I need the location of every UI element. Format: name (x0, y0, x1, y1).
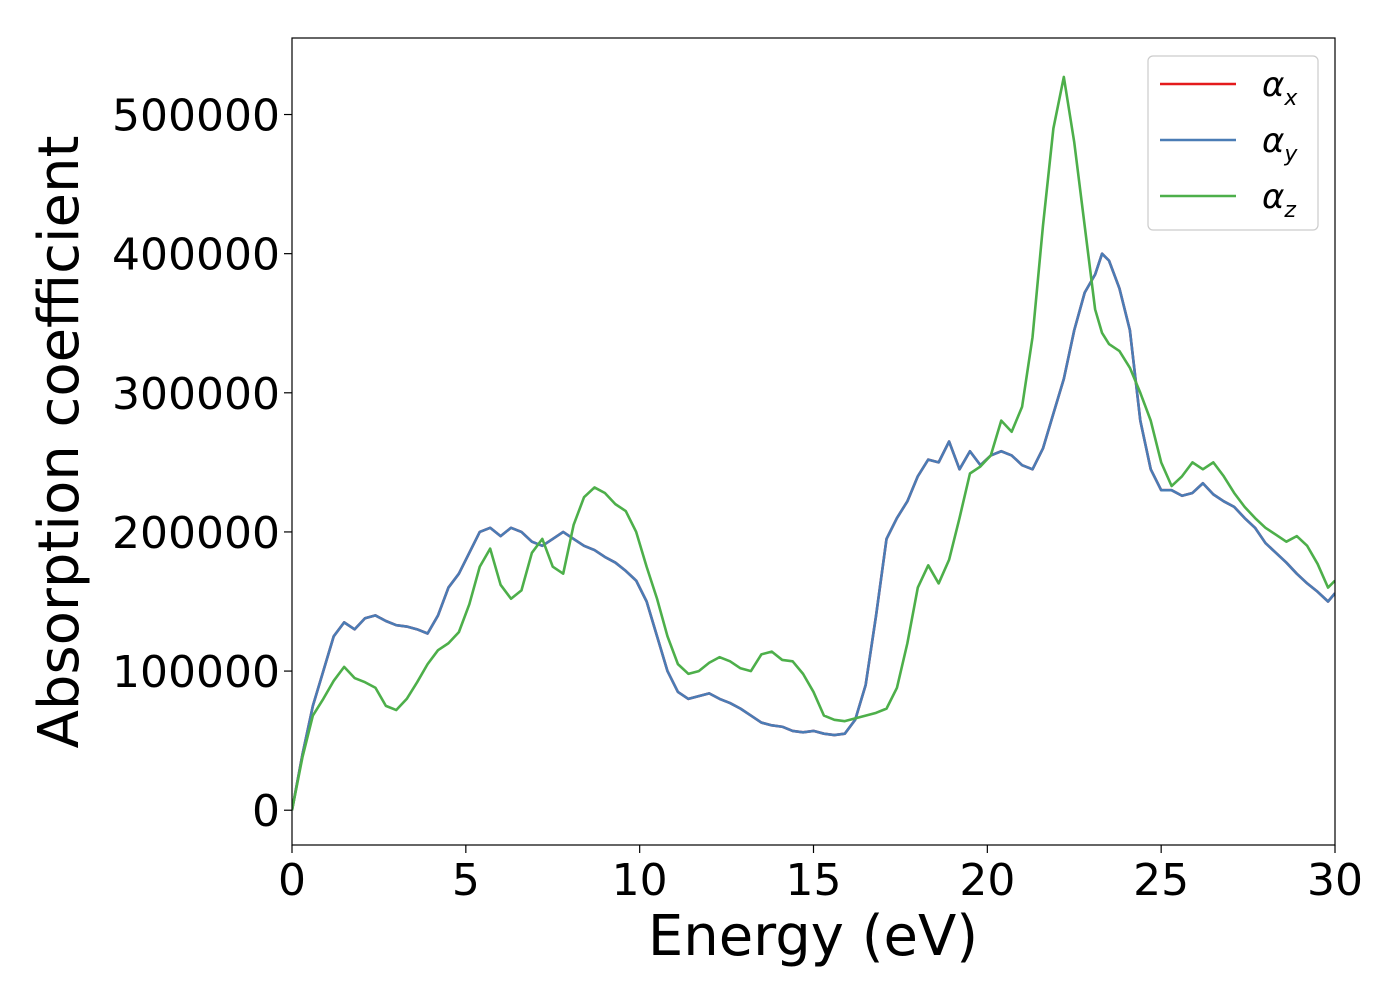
legend-box (1147, 55, 1319, 231)
series-line-y (292, 252, 1335, 811)
x-axis: 0 5 10 15 20 25 30 (278, 845, 1363, 906)
y-tick-label: 300000 (112, 369, 280, 420)
legend-label-x: αx (1262, 65, 1298, 111)
y-tick-label: 0 (252, 786, 280, 837)
legend-label-y: αy (1262, 121, 1298, 167)
series-line-z (292, 75, 1335, 811)
series-layer (292, 75, 1335, 811)
y-tick-label: 200000 (112, 508, 280, 559)
legend-label-z: αz (1262, 177, 1296, 223)
x-tick-label: 25 (1133, 855, 1189, 906)
y-tick-label: 100000 (112, 647, 280, 698)
y-tick-label: 400000 (112, 230, 280, 281)
x-tick-label: 0 (278, 855, 306, 906)
legend: αx αy αz (1147, 55, 1319, 231)
y-axis: 0 100000 200000 300000 400000 500000 (112, 91, 292, 837)
x-tick-label: 30 (1307, 855, 1363, 906)
y-axis-label: Absorption coefficient (27, 136, 92, 749)
x-tick-label: 20 (959, 855, 1015, 906)
x-tick-label: 5 (452, 855, 480, 906)
y-tick-label: 500000 (112, 91, 280, 142)
x-tick-label: 10 (612, 855, 668, 906)
x-tick-label: 15 (786, 855, 842, 906)
x-axis-label: Energy (eV) (648, 904, 978, 969)
